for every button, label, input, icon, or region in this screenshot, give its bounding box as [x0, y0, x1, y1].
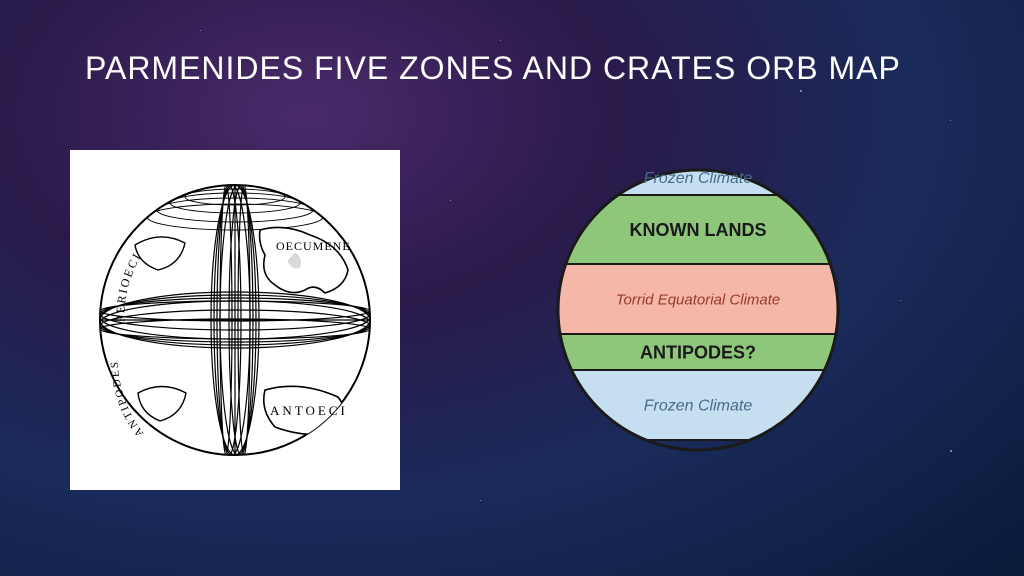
- slide-title: PARMENIDES FIVE ZONES AND CRATES ORB MAP: [85, 50, 901, 87]
- five-zones-svg: Frozen Climate KNOWN LANDS Torrid Equatori…: [548, 160, 848, 460]
- label-oecumene: OECUMENE: [276, 239, 351, 253]
- zone-label-frozen_north: Frozen Climate: [644, 170, 753, 187]
- zone-label-antipodes: ANTIPODES?: [640, 342, 756, 362]
- crates-orb-panel: PERIOECI ANTIPODES OECUMENE ANTOECI: [70, 150, 400, 490]
- label-antoeci: ANTOECI: [270, 403, 348, 418]
- zone-label-frozen_south: Frozen Climate: [644, 398, 753, 415]
- zone-label-torrid: Torrid Equatorial Climate: [616, 291, 781, 308]
- five-zones-panel: Frozen Climate KNOWN LANDS Torrid Equatori…: [548, 160, 848, 460]
- zone-label-known_lands: KNOWN LANDS: [630, 220, 767, 240]
- crates-orb-svg: PERIOECI ANTIPODES OECUMENE ANTOECI: [90, 175, 380, 465]
